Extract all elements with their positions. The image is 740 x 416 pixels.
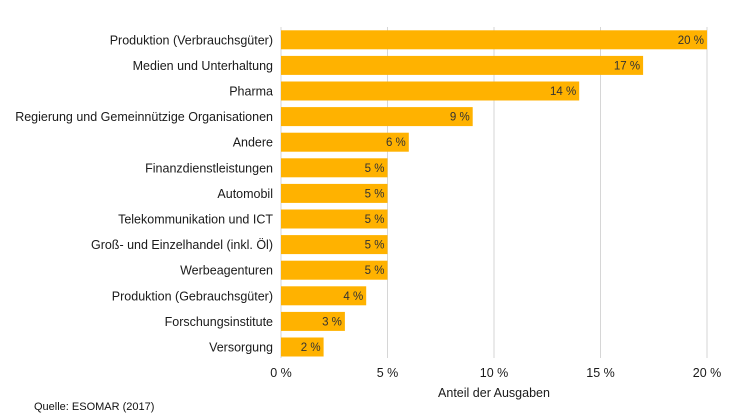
bar — [281, 132, 409, 152]
data-label: 9 % — [450, 112, 470, 124]
x-tick-label: 20 % — [693, 366, 722, 380]
bar — [281, 158, 388, 178]
data-label: 5 % — [365, 240, 385, 252]
x-tick-label: 10 % — [480, 366, 509, 380]
bar — [281, 235, 388, 255]
data-label: 5 % — [365, 265, 385, 277]
data-label: 5 % — [365, 163, 385, 175]
category-label: Versorgung — [209, 341, 273, 355]
bar — [281, 311, 345, 331]
x-axis-title: Anteil der Ausgaben — [438, 386, 550, 400]
data-label: 5 % — [365, 214, 385, 226]
category-label: Pharma — [229, 85, 273, 99]
bar — [281, 55, 644, 75]
bar — [281, 209, 388, 229]
data-label: 20 % — [678, 35, 704, 47]
data-label: 14 % — [550, 86, 576, 98]
bar — [281, 337, 324, 357]
category-label: Werbeagenturen — [180, 264, 273, 278]
category-label: Telekommunikation und ICT — [118, 213, 273, 227]
bar — [281, 260, 388, 280]
category-label: Finanzdienstleistungen — [145, 161, 273, 175]
data-labels: 20 % 17 % 14 % 9 % 6 % 5 % 5 % 5 % 5 % 5 % 4 % 3 % 2… — [301, 35, 704, 354]
data-label: 6 % — [386, 137, 406, 149]
category-label: Medien und Unterhaltung — [133, 59, 273, 73]
bar — [281, 30, 707, 50]
x-tick-label: 0 % — [270, 366, 292, 380]
category-label: Automobil — [217, 187, 273, 201]
category-label: Andere — [233, 136, 273, 150]
category-label: Produktion (Gebrauchsgüter) — [112, 289, 273, 303]
category-label: Groß- und Einzelhandel (inkl. Öl) — [91, 238, 273, 252]
category-label: Forschungsinstitute — [165, 315, 273, 329]
data-label: 17 % — [614, 60, 640, 72]
bar — [281, 183, 388, 203]
data-label: 4 % — [343, 291, 363, 303]
category-label: Regierung und Gemeinnützige Organisation… — [15, 110, 273, 124]
bar — [281, 81, 580, 101]
x-tick-label: 15 % — [586, 366, 615, 380]
bars — [281, 30, 707, 357]
x-tick-labels: 0 % 5 % 10 % 15 % 20 % — [270, 366, 721, 380]
bar — [281, 286, 367, 306]
data-label: 3 % — [322, 316, 342, 328]
x-tick-label: 5 % — [377, 366, 399, 380]
category-labels: Produktion (Verbrauchsgüter) Medien und U… — [15, 33, 273, 354]
data-label: 5 % — [365, 188, 385, 200]
source-note: Quelle: ESOMAR (2017) — [34, 401, 155, 413]
data-label: 2 % — [301, 342, 321, 354]
bar — [281, 107, 473, 127]
category-label: Produktion (Verbrauchsgüter) — [110, 33, 273, 47]
